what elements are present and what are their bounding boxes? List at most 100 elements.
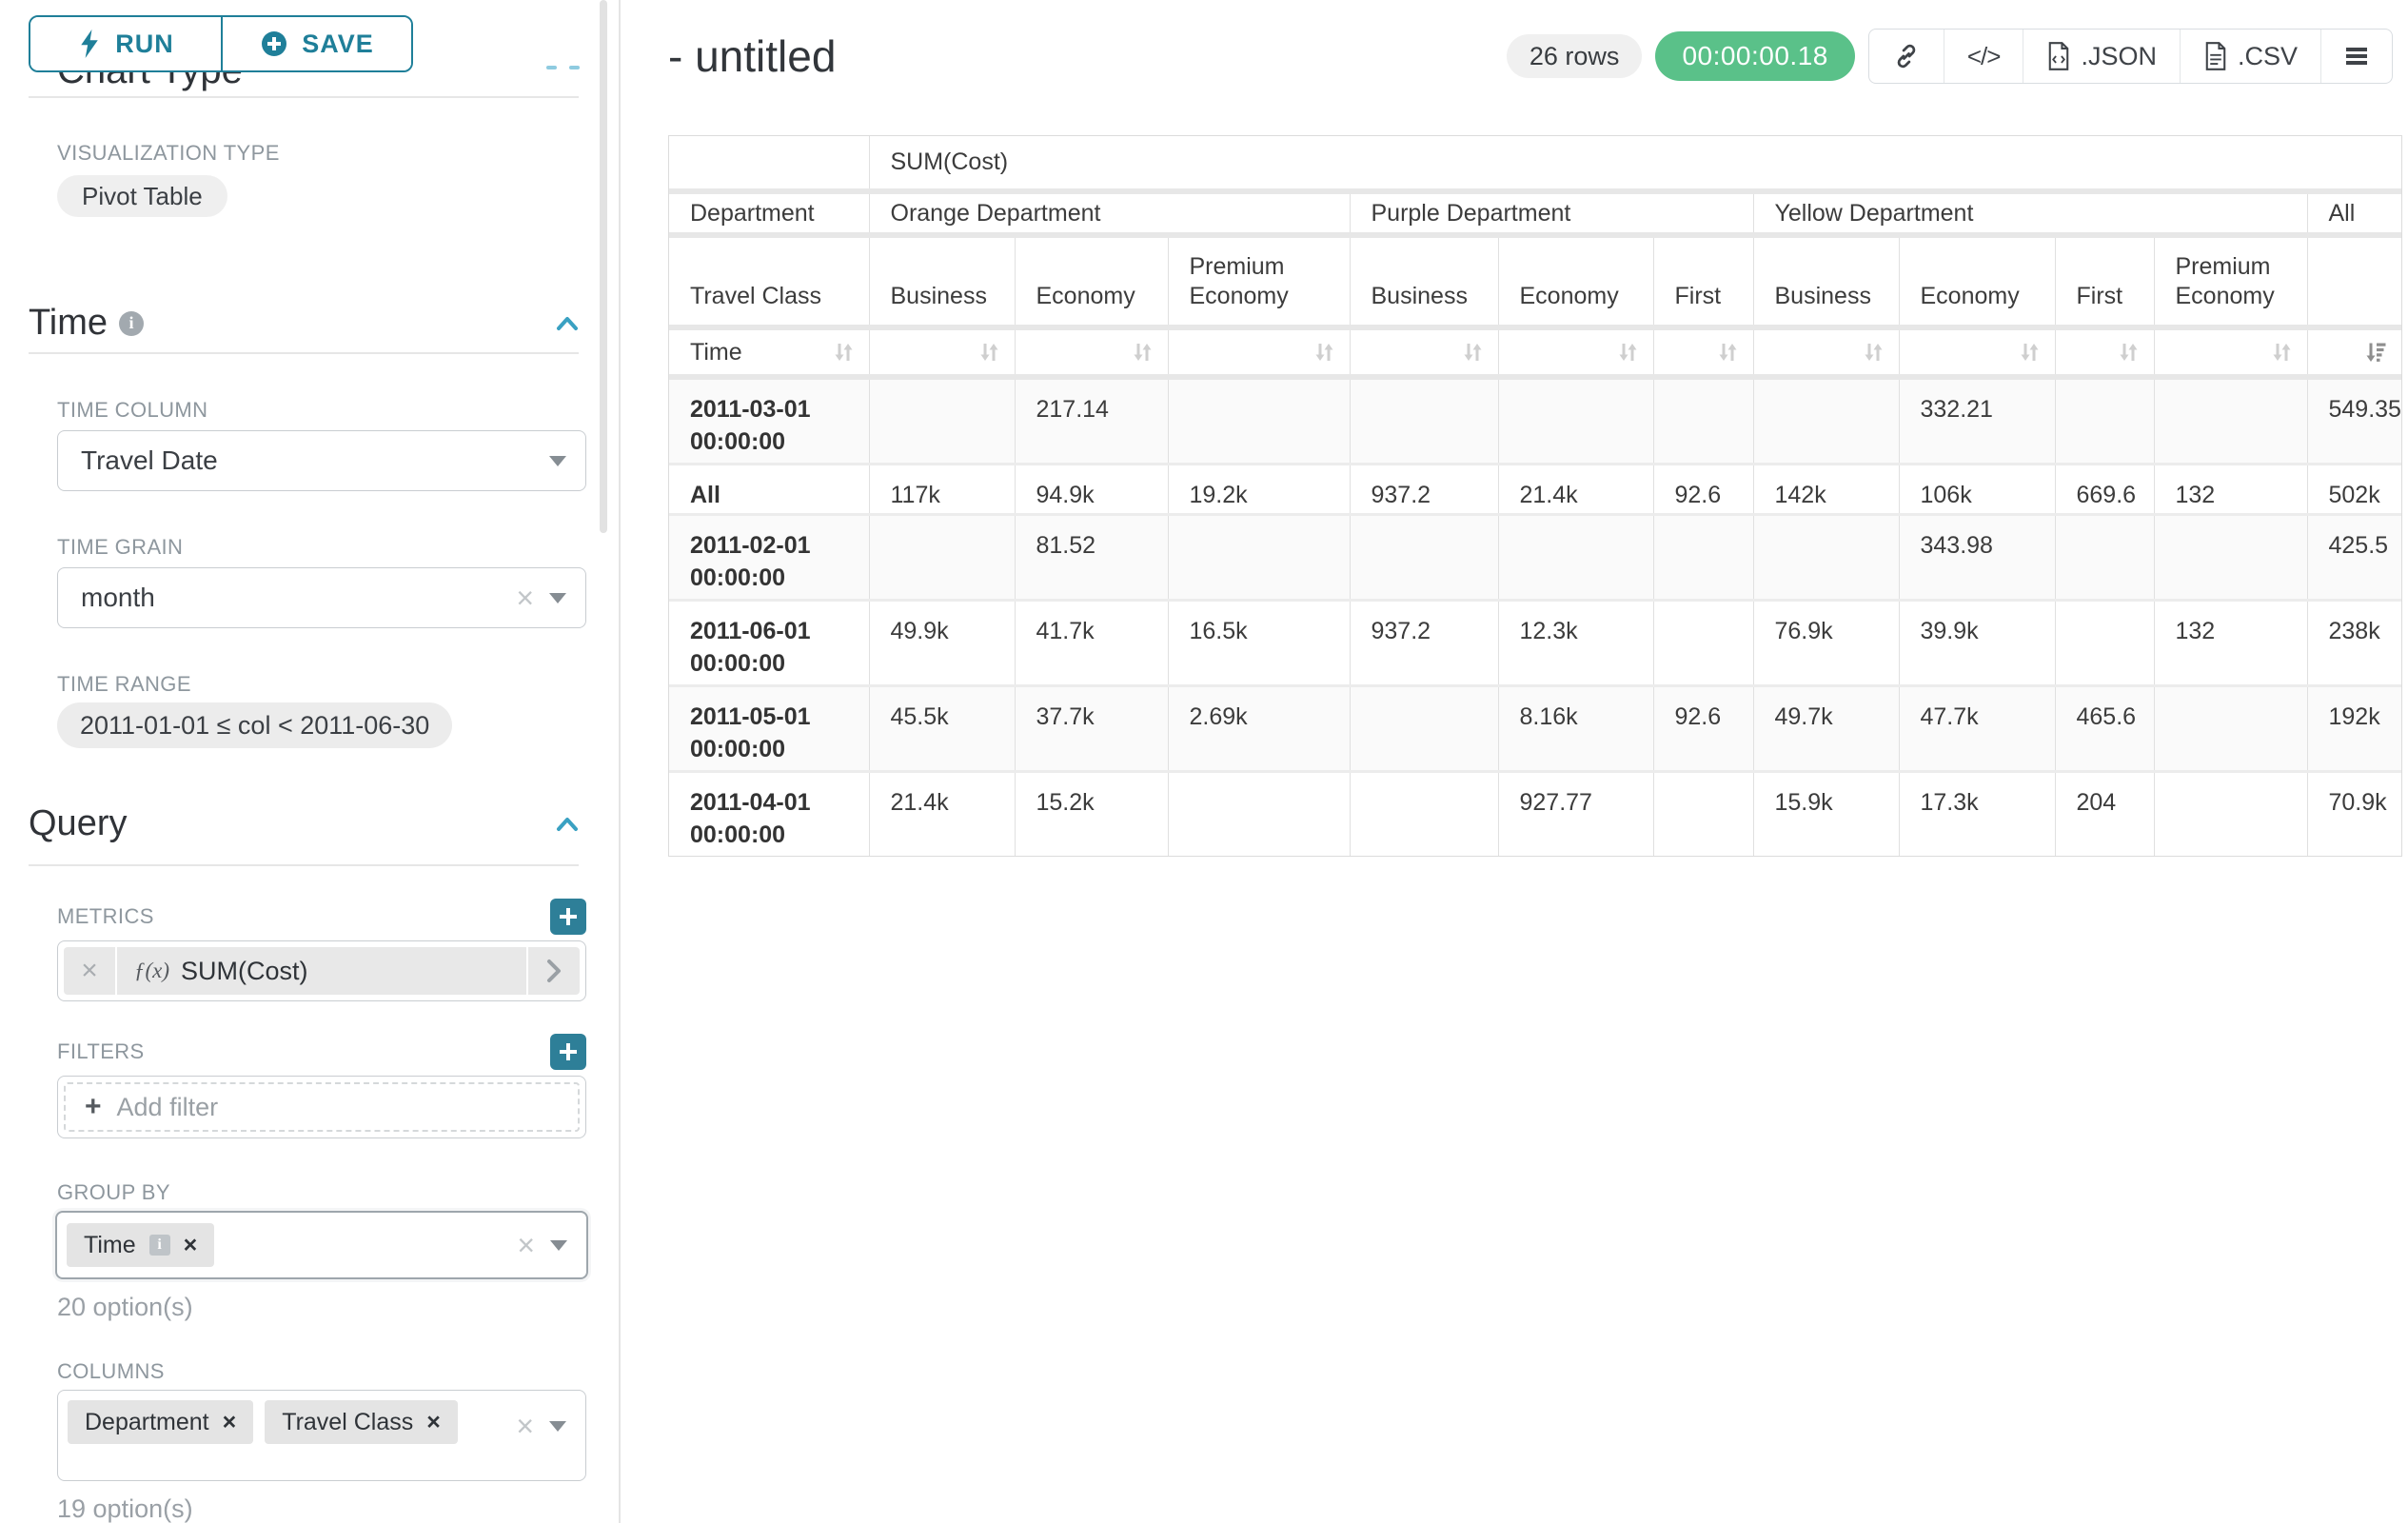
sort-header-cell[interactable] bbox=[1497, 330, 1653, 374]
chevron-up-icon[interactable] bbox=[556, 316, 579, 331]
run-save-button-group: RUN SAVE bbox=[29, 15, 413, 72]
add-filter-dropzone[interactable]: + Add filter bbox=[64, 1082, 580, 1132]
remove-chip-icon[interactable]: × bbox=[222, 1408, 237, 1435]
caret-down-icon bbox=[550, 1239, 567, 1251]
value-cell bbox=[2153, 687, 2307, 770]
value-cell: 238k bbox=[2306, 602, 2402, 684]
value-cell: 106k bbox=[1898, 465, 2055, 513]
sort-icon bbox=[1619, 344, 1636, 361]
group-header-cell: Purple Department bbox=[1349, 194, 1753, 232]
leaf-header-cell: Economy bbox=[1497, 238, 1653, 325]
plus-icon: + bbox=[85, 1091, 102, 1122]
metrics-header-row: METRICS bbox=[57, 899, 586, 935]
chevron-up-icon[interactable] bbox=[556, 817, 579, 832]
link-icon bbox=[1897, 44, 1916, 69]
add-metric-button[interactable] bbox=[550, 899, 586, 935]
sort-header-cell[interactable] bbox=[1167, 330, 1350, 374]
value-cell bbox=[1349, 687, 1498, 770]
export-json-button[interactable]: .JSON bbox=[2023, 30, 2180, 83]
view-query-button[interactable]: </> bbox=[1943, 30, 2023, 83]
time-range-label: TIME RANGE bbox=[57, 672, 191, 696]
value-cell bbox=[2153, 380, 2307, 463]
value-cell: 41.7k bbox=[1014, 602, 1168, 684]
col-dimension-header: Travel Class bbox=[669, 238, 869, 325]
remove-chip-icon[interactable]: × bbox=[426, 1408, 441, 1435]
export-csv-button[interactable]: .CSV bbox=[2179, 30, 2320, 83]
filters-header-row: FILTERS bbox=[57, 1034, 586, 1070]
group-by-chip[interactable]: Time i × bbox=[67, 1223, 215, 1267]
value-cell: 8.16k bbox=[1497, 687, 1653, 770]
table-row: 2011-05-01 00:00:00 45.5k 37.7k 2.69k 8.16k 9… bbox=[669, 687, 2402, 770]
value-cell: 465.6 bbox=[2054, 687, 2154, 770]
value-cell: 19.2k bbox=[1167, 465, 1350, 513]
save-button[interactable]: SAVE bbox=[221, 17, 411, 70]
metric-item[interactable]: × ƒ(x) SUM(Cost) bbox=[64, 947, 580, 995]
caret-down-icon bbox=[549, 592, 566, 603]
sort-header-cell[interactable] bbox=[2054, 330, 2154, 374]
clipped-caret-fragment bbox=[546, 66, 557, 69]
remove-chip-icon[interactable]: × bbox=[183, 1231, 198, 1258]
time-grain-select[interactable]: month × bbox=[57, 567, 586, 628]
add-filter-button[interactable] bbox=[550, 1034, 586, 1070]
time-section-header: Time i bbox=[29, 303, 579, 344]
value-cell: 92.6 bbox=[1652, 465, 1753, 513]
value-cell bbox=[2054, 380, 2154, 463]
sort-header-cell[interactable] bbox=[868, 330, 1015, 374]
row-label-cell: 2011-05-01 00:00:00 bbox=[669, 687, 869, 770]
sort-header-cell[interactable] bbox=[2153, 330, 2307, 374]
value-cell bbox=[1652, 516, 1753, 599]
remove-metric-icon[interactable]: × bbox=[64, 947, 117, 995]
leaf-header-cell: Economy bbox=[1898, 238, 2055, 325]
copy-link-button[interactable] bbox=[1869, 30, 1944, 83]
clear-icon[interactable]: × bbox=[516, 581, 534, 615]
sort-header-cell[interactable] bbox=[1652, 330, 1753, 374]
clear-icon[interactable]: × bbox=[516, 1409, 534, 1443]
columns-select[interactable]: Department × Travel Class × × bbox=[57, 1390, 586, 1481]
value-cell: 92.6 bbox=[1652, 687, 1753, 770]
row-separator bbox=[669, 513, 2402, 516]
value-cell: 49.9k bbox=[868, 602, 1015, 684]
col-dimension-header: Department bbox=[669, 194, 869, 232]
value-cell: 142k bbox=[1752, 465, 1899, 513]
metric-header-cell: SUM(Cost) bbox=[868, 136, 2402, 188]
time-column-select[interactable]: Travel Date bbox=[57, 430, 586, 491]
sort-icon bbox=[1315, 344, 1332, 361]
chart-header: - untitled 26 rows 00:00:00.18 </> .JSON bbox=[668, 29, 2408, 84]
row-dimension-label: Time bbox=[690, 338, 742, 366]
leaf-header-cell: Business bbox=[868, 238, 1015, 325]
sort-header-cell[interactable] bbox=[1898, 330, 2055, 374]
group-by-select[interactable]: Time i × × bbox=[55, 1211, 588, 1279]
sort-icon bbox=[2120, 344, 2137, 361]
visualization-type-chip[interactable]: Pivot Table bbox=[57, 175, 227, 217]
value-cell: 39.9k bbox=[1898, 602, 2055, 684]
pivot-table-container: SUM(Cost) Department Orange Department Purp… bbox=[668, 135, 2402, 857]
clear-icon[interactable]: × bbox=[517, 1228, 535, 1262]
value-cell bbox=[1349, 380, 1498, 463]
sort-header-cell-active[interactable] bbox=[2306, 330, 2402, 374]
value-cell: 70.9k bbox=[2306, 773, 2402, 856]
sort-header-cell[interactable]: Time bbox=[669, 330, 869, 374]
columns-options-hint: 19 option(s) bbox=[57, 1494, 193, 1523]
columns-chip[interactable]: Department × bbox=[68, 1400, 254, 1444]
sort-descending-icon bbox=[2366, 343, 2386, 362]
value-cell: 12.3k bbox=[1497, 602, 1653, 684]
sort-header-cell[interactable] bbox=[1014, 330, 1168, 374]
chip-label: Travel Class bbox=[282, 1408, 414, 1435]
value-cell: 76.9k bbox=[1752, 602, 1899, 684]
columns-chip[interactable]: Travel Class × bbox=[265, 1400, 458, 1444]
time-column-label: TIME COLUMN bbox=[57, 398, 208, 422]
value-cell bbox=[2054, 516, 2154, 599]
value-cell: 37.7k bbox=[1014, 687, 1168, 770]
sort-header-cell[interactable] bbox=[1349, 330, 1498, 374]
lightning-icon bbox=[81, 30, 98, 58]
expand-metric-button[interactable] bbox=[526, 947, 580, 995]
run-button[interactable]: RUN bbox=[30, 17, 221, 70]
time-range-chip[interactable]: 2011-01-01 ≤ col < 2011-06-30 bbox=[57, 702, 453, 748]
plus-icon bbox=[560, 908, 577, 925]
table-row: 2011-03-01 00:00:00 217.14 332.21 549.35 bbox=[669, 380, 2402, 463]
menu-button[interactable] bbox=[2320, 30, 2392, 83]
sort-header-cell[interactable] bbox=[1752, 330, 1899, 374]
sidebar-scrollbar[interactable] bbox=[600, 0, 607, 533]
chart-title[interactable]: - untitled bbox=[668, 31, 837, 81]
value-cell: 217.14 bbox=[1014, 380, 1168, 463]
